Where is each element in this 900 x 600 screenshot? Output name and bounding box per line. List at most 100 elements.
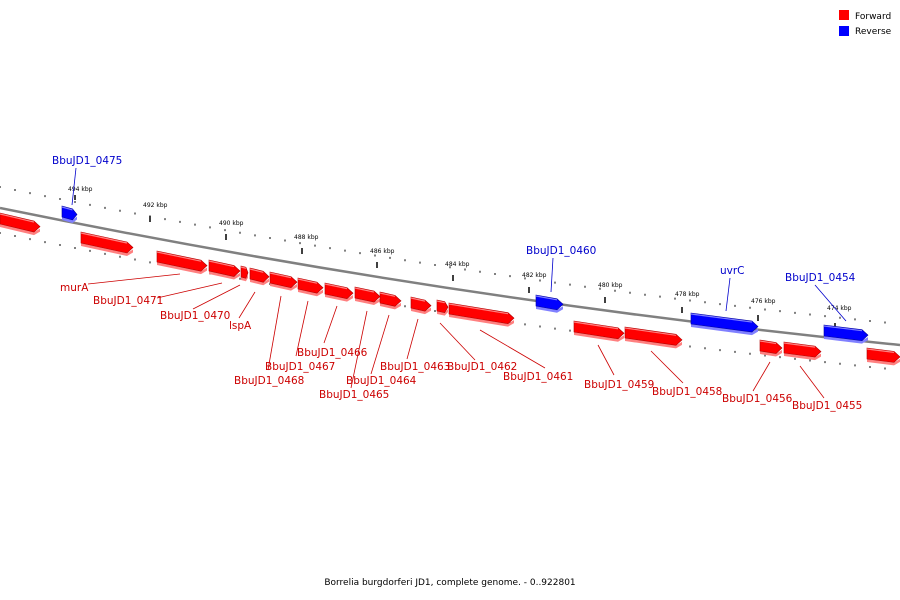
gene-arrow-highlight [448, 303, 509, 315]
gene-arrow-body [436, 299, 449, 314]
tick-label: 480 kbp [598, 282, 623, 289]
leader-line [725, 277, 731, 312]
legend-reverse-swatch [839, 26, 849, 36]
gene-arrow-body [379, 291, 402, 307]
leader-line [814, 284, 847, 322]
gene-arrow-body [573, 320, 625, 340]
gene-label-bbujd1-0471[interactable]: BbuJD1_0471 [93, 295, 163, 307]
gene-label-bbujd1-0458[interactable]: BbuJD1_0458 [652, 386, 722, 398]
gene-arrow-bbujd1-0468[interactable] [269, 271, 298, 291]
leader-line [156, 282, 223, 299]
legend: Forward Reverse [839, 10, 892, 37]
gene-arrow-uvrc[interactable] [690, 312, 759, 336]
gene-label-bbujd1-0463[interactable]: BbuJD1_0463 [380, 361, 450, 373]
gene-features [0, 205, 900, 366]
gene-arrow-highlight [324, 283, 348, 290]
gene-label-bbujd1-0466[interactable]: BbuJD1_0466 [297, 347, 368, 359]
gene-arrow-bbujd1-0456[interactable] [759, 339, 783, 357]
gene-arrow-bbujd1-0462[interactable] [436, 299, 449, 316]
gene-label-bbujd1-0475[interactable]: BbuJD1_0475 [52, 155, 122, 167]
gene-label-mura[interactable]: murA [60, 282, 89, 294]
gene-arrow-body [0, 212, 41, 233]
gene-label-bbujd1-0460[interactable]: BbuJD1_0460 [526, 245, 596, 257]
gene-label-bbujd1-0468[interactable]: BbuJD1_0468 [234, 375, 304, 387]
leader-line [192, 284, 241, 310]
gene-arrow-body [208, 259, 241, 277]
genome-backbone [0, 206, 900, 347]
gene-arrow-shadow [824, 336, 868, 344]
gene-arrow-highlight [823, 325, 863, 332]
gene-arrow-highlight [690, 313, 753, 323]
gene-arrow-bbujd1-0454[interactable] [823, 324, 869, 344]
gene-label-bbujd1-0465[interactable]: BbuJD1_0465 [319, 389, 389, 401]
gene-arrow-highlight [208, 260, 235, 268]
gene-label-bbujd1-0464[interactable]: BbuJD1_0464 [346, 375, 417, 387]
tick-label: 476 kbp [751, 298, 776, 305]
gene-arrow-body [269, 271, 298, 288]
gene-arrow-shadow [355, 298, 380, 306]
gene-arrow-body [690, 312, 759, 333]
gene-arrow-bbujd1-0461[interactable] [448, 302, 515, 327]
gene-arrow-body [324, 282, 354, 299]
label-leaders [71, 167, 847, 399]
gene-arrow-highlight [80, 232, 128, 244]
gene-arrow-bbujd1-0475[interactable] [61, 205, 78, 223]
leader-line [295, 300, 309, 357]
leader-line [550, 257, 554, 293]
leader-line [439, 322, 476, 361]
tick-label: 490 kbp [219, 220, 244, 227]
gene-arrow-bbujd1-0465[interactable] [354, 286, 381, 306]
gene-label-bbujd1-0456[interactable]: BbuJD1_0456 [722, 393, 793, 405]
gene-arrow-bbujd1-0460[interactable] [535, 294, 564, 313]
leader-line [323, 305, 338, 344]
gene-arrow-bbujd1-0471[interactable] [208, 259, 241, 280]
gene-label-bbujd1-0459[interactable]: BbuJD1_0459 [584, 379, 654, 391]
gene-arrow-body [624, 326, 683, 346]
gene-arrow-shadow [784, 353, 821, 361]
gene-arrow-unlabeled-a[interactable] [80, 231, 134, 256]
gene-labels: BbuJD1_0475 BbuJD1_0460 uvrC BbuJD1_0454… [52, 155, 862, 412]
gene-label-bbujd1-0470[interactable]: BbuJD1_0470 [160, 310, 230, 322]
gene-arrow-highlight [783, 342, 816, 348]
gene-arrow-body [61, 205, 78, 221]
gene-arrow-unlabeled-right[interactable] [866, 347, 900, 366]
gene-arrow-bbujd1-0463[interactable] [410, 296, 432, 315]
gene-arrow-body [783, 341, 822, 358]
gene-arrow-bbujd1-0458[interactable] [624, 326, 683, 349]
leader-line [406, 318, 419, 360]
tick-label: 484 kbp [445, 261, 470, 268]
gene-arrow-bbujd1-0459[interactable] [573, 320, 625, 342]
legend-forward-swatch [839, 10, 849, 20]
gene-arrow-shadow [270, 283, 297, 291]
gene-arrow-mura[interactable] [156, 250, 208, 275]
gene-label-bbujd1-0467[interactable]: BbuJD1_0467 [265, 361, 335, 373]
leader-line [799, 365, 825, 399]
gene-label-lspa[interactable]: lspA [229, 320, 252, 332]
scale-ticks: 494 kbp 492 kbp 490 kbp 488 kbp 486 kbp … [68, 186, 852, 329]
leader-line [479, 329, 546, 369]
legend-reverse-label: Reverse [855, 27, 892, 37]
gene-arrow-unlabeled-left[interactable] [0, 212, 41, 236]
gene-label-bbujd1-0461[interactable]: BbuJD1_0461 [503, 371, 573, 383]
gene-label-bbujd1-0455[interactable]: BbuJD1_0455 [792, 400, 862, 412]
tick-label: 488 kbp [294, 234, 319, 241]
gene-label-bbujd1-0462[interactable]: BbuJD1_0462 [447, 361, 517, 373]
gene-arrow-shadow [298, 289, 323, 297]
gene-arrow-shadow [81, 243, 133, 256]
gene-arrow-bbujd1-0467[interactable] [297, 277, 324, 297]
gene-arrow-shadow [209, 271, 240, 280]
gene-arrow-bbujd1-0470[interactable] [240, 265, 249, 282]
gene-arrow-bbujd1-0466[interactable] [324, 282, 354, 302]
gene-label-bbujd1-0454[interactable]: BbuJD1_0454 [785, 272, 856, 284]
gene-arrow-shadow [157, 262, 207, 275]
leader-line [87, 273, 181, 285]
gene-arrow-lspa[interactable] [249, 267, 270, 286]
gene-label-uvrc[interactable]: uvrC [720, 265, 745, 277]
leader-line [350, 310, 368, 389]
gene-arrow-body [297, 277, 324, 294]
gene-arrow-bbujd1-0455[interactable] [783, 341, 822, 361]
gene-arrow-bbujd1-0464[interactable] [379, 291, 402, 310]
genome-caption: Borrelia burgdorferi JD1, complete genom… [324, 578, 576, 588]
